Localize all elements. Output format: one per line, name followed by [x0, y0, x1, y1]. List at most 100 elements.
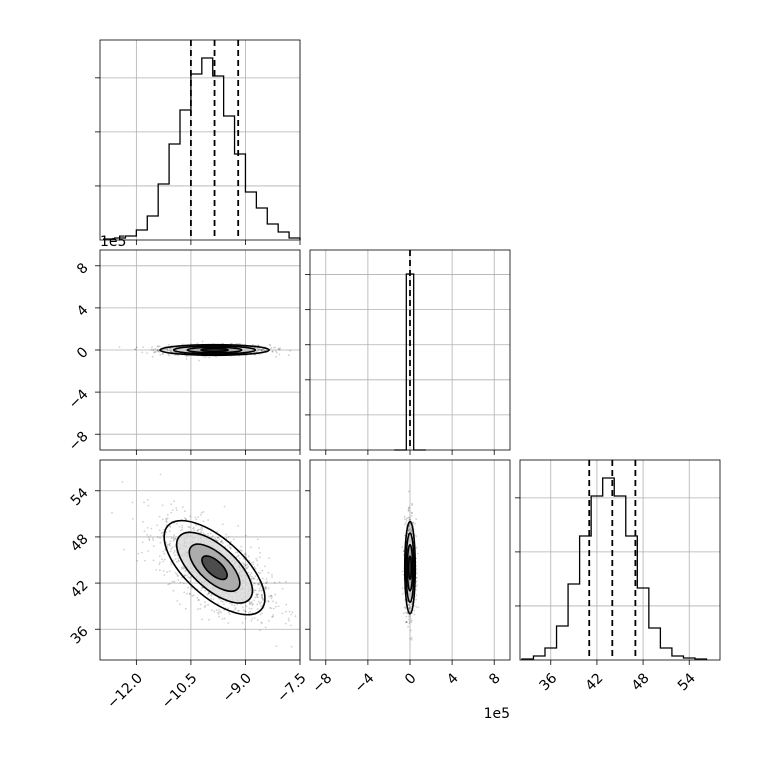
sample-point	[171, 580, 174, 583]
scatter-1-0-panel	[100, 250, 301, 450]
sample-point	[147, 550, 150, 552]
scatter-1-0-yticklabel-1: −4	[66, 386, 92, 412]
sample-point	[402, 573, 405, 576]
sample-point	[189, 515, 192, 518]
sample-point	[261, 612, 263, 615]
sample-point	[211, 535, 214, 537]
sample-point	[134, 348, 137, 351]
sample-point	[221, 523, 224, 526]
sample-point	[229, 602, 231, 605]
sample-point	[250, 561, 253, 564]
sample-point	[213, 610, 216, 613]
sample-point	[273, 347, 275, 349]
sample-point	[229, 546, 232, 549]
sample-point	[271, 350, 274, 353]
sample-point	[177, 559, 180, 562]
sample-point	[260, 589, 263, 592]
sample-point	[261, 569, 264, 572]
sample-point	[256, 350, 259, 352]
sample-point	[408, 507, 410, 509]
sample-point	[253, 577, 256, 580]
sample-point	[167, 583, 170, 586]
sample-point	[263, 565, 266, 568]
sample-point	[218, 609, 220, 611]
sample-point	[408, 516, 411, 519]
sample-point	[166, 544, 169, 546]
sample-point	[415, 572, 418, 575]
sample-point	[158, 563, 161, 565]
sample-point	[274, 350, 277, 352]
sample-point	[237, 610, 240, 612]
sample-point	[256, 619, 259, 621]
sample-point	[152, 348, 155, 351]
sample-point	[405, 620, 408, 623]
sample-point	[238, 343, 240, 345]
sample-point	[251, 575, 253, 578]
sample-point	[158, 529, 161, 531]
sample-point	[408, 622, 411, 625]
sample-point	[260, 621, 263, 624]
sample-point	[265, 578, 268, 580]
sample-point	[415, 585, 418, 588]
sample-point	[176, 509, 178, 511]
sample-point	[261, 595, 263, 597]
sample-point	[284, 622, 287, 625]
sample-point	[141, 551, 144, 554]
sample-point	[165, 541, 168, 544]
sample-point	[176, 574, 179, 577]
sample-point	[242, 609, 245, 612]
sample-point	[265, 588, 267, 591]
sample-point	[156, 345, 159, 347]
sample-point	[253, 617, 256, 619]
sample-point	[270, 346, 273, 349]
sample-point	[220, 539, 223, 542]
sample-point	[170, 548, 173, 550]
sample-point	[136, 559, 139, 562]
sample-point	[261, 596, 263, 599]
sample-point	[152, 545, 155, 547]
sample-point	[247, 565, 250, 568]
sample-point	[215, 539, 218, 542]
sample-point	[407, 517, 410, 519]
sample-point	[166, 349, 169, 352]
scatter-2-0-yticklabel-0: 36	[68, 624, 92, 648]
sample-point	[238, 609, 240, 612]
sample-point	[254, 567, 257, 570]
sample-point	[271, 573, 273, 576]
sample-point	[159, 537, 161, 539]
sample-point	[406, 612, 409, 615]
sample-point	[413, 604, 416, 607]
sample-point	[261, 348, 264, 351]
scatter-2-0-contour-3	[201, 555, 228, 581]
sample-point	[250, 577, 253, 580]
sample-point	[248, 603, 251, 605]
sample-point	[289, 349, 292, 352]
sample-point	[277, 605, 280, 608]
sample-point	[237, 555, 240, 558]
sample-point	[181, 343, 184, 346]
sample-point	[232, 538, 235, 541]
sample-point	[262, 348, 265, 351]
sample-point	[200, 527, 203, 529]
sample-point	[260, 349, 262, 351]
sample-point	[411, 619, 413, 622]
sample-point	[225, 533, 228, 536]
sample-point	[184, 607, 187, 610]
sample-point	[111, 511, 113, 514]
sample-point	[173, 580, 176, 583]
sample-point	[169, 526, 172, 528]
sample-point	[159, 473, 162, 476]
sample-point	[223, 505, 226, 508]
scatter-1-0-yticklabel-4: 8	[74, 260, 92, 278]
sample-point	[287, 617, 290, 620]
sample-point	[241, 549, 243, 552]
sample-point	[175, 507, 178, 509]
sample-point	[159, 354, 162, 356]
scatter-2-1-xticklabel-4: 8	[486, 670, 504, 688]
sample-point	[220, 540, 222, 543]
sample-point	[204, 601, 206, 604]
sample-point	[147, 504, 150, 507]
sample-point	[143, 501, 145, 504]
sample-point	[196, 596, 199, 599]
sample-point	[221, 618, 224, 620]
